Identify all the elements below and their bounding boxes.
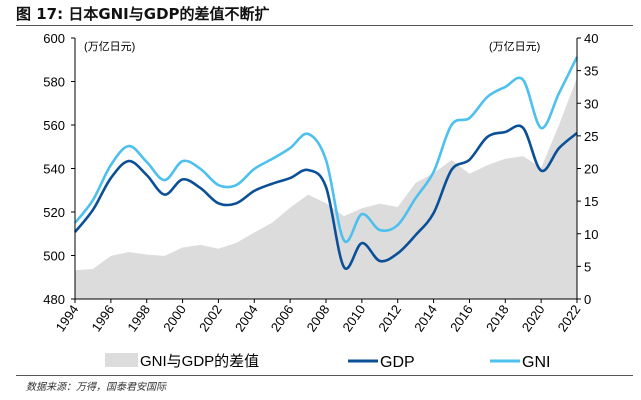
source-divider	[16, 375, 633, 376]
x-tick-label: 2010	[339, 302, 368, 334]
legend-swatch-gap	[105, 353, 138, 367]
x-tick-label: 2004	[232, 302, 261, 334]
right-tick-label: 5	[584, 259, 591, 274]
gap-area	[75, 77, 577, 300]
x-tick-label: 2002	[196, 302, 225, 334]
x-tick-label: 2014	[411, 302, 440, 334]
title-divider	[16, 25, 633, 26]
x-tick-label: 2018	[483, 302, 512, 334]
right-tick-label: 35	[584, 64, 598, 79]
left-tick-label: 580	[43, 75, 65, 90]
right-axis-unit: (万亿日元)	[489, 40, 540, 53]
legend-label-gni: GNI	[522, 354, 550, 371]
legend-label-gap: GNI与GDP的差值	[140, 353, 259, 370]
right-tick-label: 30	[584, 96, 598, 111]
x-tick-label: 2020	[519, 302, 548, 334]
right-tick-label: 15	[584, 194, 598, 209]
left-tick-label: 560	[43, 118, 65, 133]
left-tick-label: 500	[43, 249, 65, 264]
left-tick-label: 520	[43, 205, 65, 220]
right-tick-label: 10	[584, 227, 598, 242]
chart-title: 图 17: 日本GNI与GDP的差值不断扩	[16, 5, 270, 23]
x-tick-label: 1996	[88, 302, 117, 334]
gdp-line	[73, 124, 578, 271]
legend-label-gdp: GDP	[380, 354, 415, 371]
left-tick-label: 540	[43, 162, 65, 177]
right-tick-label: 20	[584, 162, 598, 177]
x-tick-label: 2008	[304, 302, 333, 334]
x-tick-label: 2000	[160, 302, 189, 334]
x-tick-label: 2016	[447, 302, 476, 334]
right-tick-label: 25	[584, 129, 598, 144]
x-tick-label: 2012	[375, 302, 404, 334]
right-tick-label: 40	[584, 31, 598, 46]
x-tick-label: 1998	[124, 302, 153, 334]
x-tick-label: 2006	[268, 302, 297, 334]
x-tick-label: 2022	[555, 302, 584, 334]
right-tick-label: 0	[584, 292, 591, 307]
left-tick-label: 600	[43, 31, 65, 46]
source-note: 数据来源：万得，国泰君安国际	[26, 382, 166, 393]
left-axis-unit: (万亿日元)	[84, 40, 135, 53]
gni-line	[73, 56, 579, 244]
left-tick-label: 480	[43, 292, 65, 307]
